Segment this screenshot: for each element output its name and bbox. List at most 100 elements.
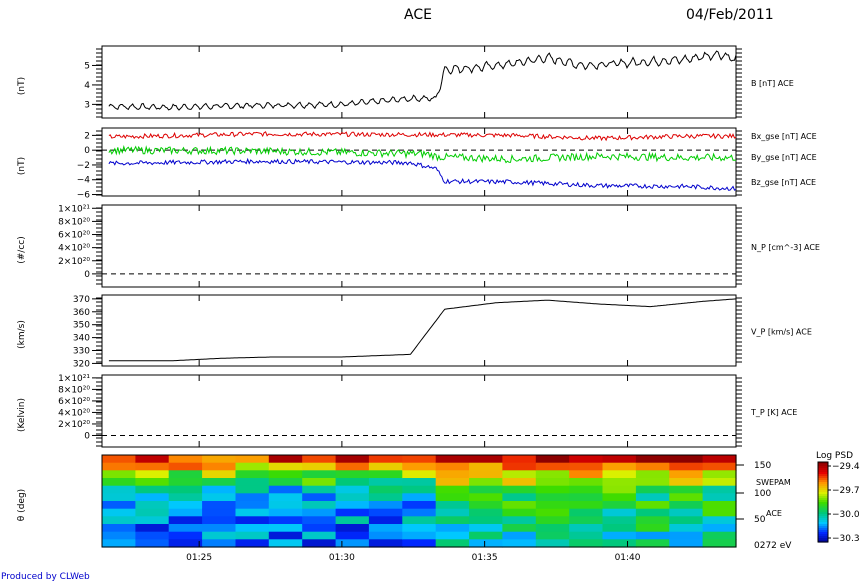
heatmap-cell: [469, 501, 504, 510]
heatmap-cell: [535, 493, 570, 502]
heatmap-cell: [435, 455, 470, 464]
heatmap-cell: [669, 539, 704, 548]
y-tick-label: 0: [84, 270, 90, 280]
heatmap-cell: [535, 478, 570, 487]
heatmap-cell: [602, 462, 637, 471]
heatmap-cell: [202, 462, 237, 471]
colorbar-segment: [818, 462, 828, 465]
heatmap-cell: [335, 493, 370, 502]
heatmap-cell: [168, 508, 203, 517]
heatmap-cell: [435, 478, 470, 487]
heatmap-cell: [602, 485, 637, 494]
heatmap-cell: [102, 539, 136, 548]
heatmap-cell: [102, 485, 136, 494]
colorbar-segment: [818, 490, 828, 493]
heatmap-cell: [335, 501, 370, 510]
y-tick-label: 100: [754, 489, 771, 499]
heatmap-cell: [235, 539, 270, 548]
heatmap-cell: [368, 485, 403, 494]
heatmap-cell: [202, 470, 237, 479]
heatmap-cell: [368, 531, 403, 540]
heatmap-cell: [602, 493, 637, 502]
y-tick-label: 3: [84, 100, 90, 110]
colorbar-segment: [818, 496, 828, 499]
heatmap-cell: [569, 516, 604, 525]
heatmap-cell: [302, 524, 337, 533]
colorbar-segment: [818, 504, 828, 507]
y-tick-label: 8×10²⁰: [58, 385, 90, 395]
heatmap-cell: [102, 462, 136, 471]
colorbar-segment: [818, 468, 828, 471]
heatmap-cell: [268, 539, 303, 548]
colorbar-segment: [818, 482, 828, 485]
colorbar-segment: [818, 498, 828, 501]
heatmap-cell: [335, 455, 370, 464]
heatmap-cell: [202, 478, 237, 487]
heatmap-cell: [168, 462, 203, 471]
heatmap-cell: [502, 501, 537, 510]
heatmap-cell: [669, 501, 704, 510]
heatmap-cell: [602, 539, 637, 548]
colorbar-tick-label: −30.3: [832, 534, 860, 544]
heatmap-cell: [469, 462, 504, 471]
heatmap-cell: [168, 516, 203, 525]
heatmap-cell: [535, 516, 570, 525]
series-label: Bx_gse [nT] ACE: [751, 132, 817, 141]
heatmap-cell: [669, 462, 704, 471]
heatmap-cell: [102, 501, 136, 510]
heatmap-cell: [268, 455, 303, 464]
heatmap-cell: [569, 493, 604, 502]
instrument-label: ACE: [766, 509, 782, 518]
heatmap-cell: [402, 516, 437, 525]
heatmap-cell: [102, 508, 136, 517]
heatmap-cell: [135, 455, 170, 464]
heatmap-cell: [702, 462, 737, 471]
heatmap-cell: [635, 524, 670, 533]
heatmap-cell: [135, 485, 170, 494]
heatmap-cell: [635, 516, 670, 525]
heatmap-cell: [168, 455, 203, 464]
heatmap-cell: [168, 501, 203, 510]
heatmap-cell: [235, 493, 270, 502]
colorbar-segment: [818, 514, 828, 517]
heatmap-cell: [602, 455, 637, 464]
heatmap-cell: [368, 501, 403, 510]
heatmap-cell: [302, 501, 337, 510]
heatmap-cell: [435, 501, 470, 510]
heatmap-cell: [469, 485, 504, 494]
heatmap-cell: [669, 493, 704, 502]
heatmap-cell: [602, 531, 637, 540]
y-tick-label: 5: [84, 61, 90, 71]
heatmap-cell: [602, 524, 637, 533]
heatmap-cell: [702, 531, 737, 540]
heatmap-cell: [368, 493, 403, 502]
heatmap-cell: [268, 516, 303, 525]
heatmap-cell: [235, 455, 270, 464]
heatmap-cell: [569, 501, 604, 510]
colorbar-title: Log PSD: [816, 451, 853, 461]
heatmap-cell: [168, 485, 203, 494]
y-axis-label: θ (deg): [17, 489, 27, 521]
heatmap-cell: [135, 531, 170, 540]
y-tick-label: 2×10²⁰: [58, 257, 90, 267]
y-tick-label: 340: [73, 334, 90, 344]
y-tick-label: 4: [84, 81, 90, 91]
heatmap-cell: [202, 531, 237, 540]
heatmap-cell: [669, 470, 704, 479]
colorbar-tick-label: −29.7: [832, 486, 860, 496]
heatmap-cell: [268, 501, 303, 510]
heatmap-frame: [101, 454, 737, 548]
heatmap-cell: [268, 462, 303, 471]
heatmap-cell: [435, 493, 470, 502]
y-axis-label: (nT): [17, 157, 27, 175]
heatmap-cell: [569, 485, 604, 494]
heatmap-cell: [335, 539, 370, 548]
heatmap-cell: [635, 508, 670, 517]
heatmap-cell: [302, 516, 337, 525]
heatmap-cell: [669, 478, 704, 487]
heatmap-cell: [235, 508, 270, 517]
heatmap-cell: [302, 478, 337, 487]
heatmap-cell: [402, 470, 437, 479]
heatmap-cell: [235, 501, 270, 510]
heatmap-cell: [235, 524, 270, 533]
